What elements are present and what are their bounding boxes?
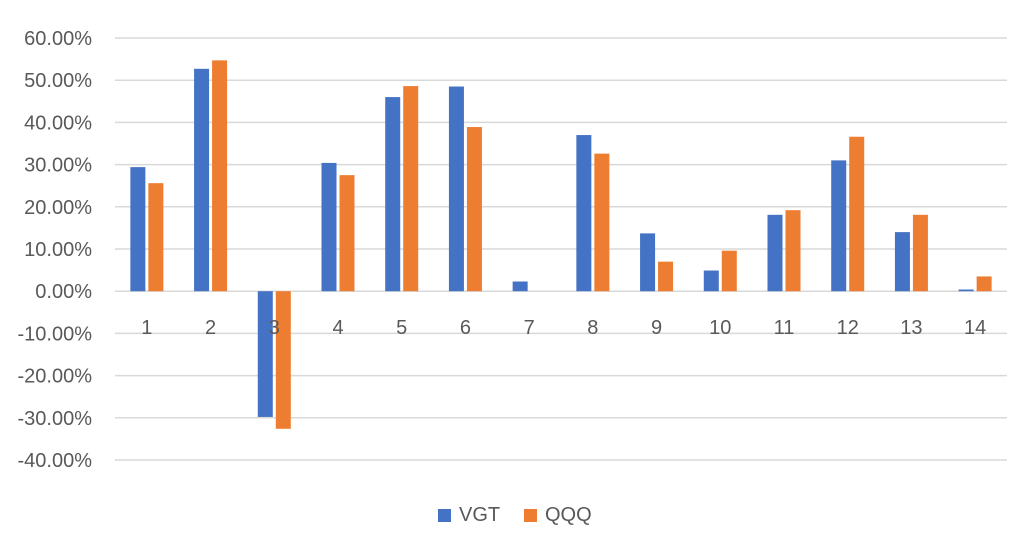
x-tick-label: 14 [964, 317, 986, 339]
bar-qqq-9 [658, 262, 673, 292]
x-tick-label: 5 [396, 317, 407, 339]
bar-qqq-6 [467, 127, 482, 291]
gridlines [115, 38, 1007, 460]
bar-qqq-2 [212, 60, 227, 291]
y-tick-label: 10.00% [24, 239, 92, 261]
bar-vgt-8 [576, 135, 591, 291]
bar-vgt-9 [640, 233, 655, 291]
x-tick-label: 12 [837, 317, 859, 339]
x-tick-label: 3 [269, 317, 280, 339]
bar-qqq-14 [977, 276, 992, 291]
x-tick-label: 4 [332, 317, 343, 339]
x-tick-label: 1 [141, 317, 152, 339]
bar-vgt-13 [895, 232, 910, 291]
y-tick-label: 0.00% [35, 281, 92, 303]
bar-qqq-12 [849, 137, 864, 291]
bar-vgt-14 [959, 290, 974, 292]
bar-qqq-13 [913, 215, 928, 291]
y-tick-label: 50.00% [24, 70, 92, 92]
bar-vgt-6 [449, 87, 464, 292]
bar-qqq-8 [594, 154, 609, 292]
y-tick-label: 30.00% [24, 155, 92, 177]
legend: VGT QQQ [438, 504, 592, 526]
legend-label-qqq: QQQ [545, 504, 592, 526]
legend-label-vgt: VGT [459, 504, 500, 526]
x-tick-label: 8 [587, 317, 598, 339]
bar-vgt-4 [322, 163, 337, 291]
x-tick-label: 6 [460, 317, 471, 339]
y-tick-label: -10.00% [18, 323, 93, 345]
y-tick-label: 60.00% [24, 28, 92, 50]
x-tick-label: 13 [900, 317, 922, 339]
y-tick-label: -30.00% [18, 408, 93, 430]
bar-qqq-10 [722, 251, 737, 292]
y-tick-label: 20.00% [24, 197, 92, 219]
bar-vgt-12 [831, 160, 846, 291]
y-tick-label: 40.00% [24, 112, 92, 134]
x-tick-label: 10 [709, 317, 731, 339]
bar-vgt-3 [258, 291, 273, 417]
bar-vgt-5 [385, 97, 400, 291]
legend-swatch-qqq [524, 509, 537, 522]
bar-vgt-7 [513, 281, 528, 291]
y-tick-label: -20.00% [18, 366, 93, 388]
y-tick-label: -40.00% [18, 450, 93, 472]
bars [130, 60, 991, 428]
y-axis-tick-labels: 60.00% 50.00% 40.00% 30.00% 20.00% 10.00% 0.00… [18, 28, 93, 472]
bar-vgt-10 [704, 271, 719, 292]
legend-swatch-vgt [438, 509, 451, 522]
bar-qqq-5 [403, 86, 418, 291]
bar-qqq-4 [340, 175, 355, 291]
x-tick-label: 7 [524, 317, 535, 339]
bar-qqq-1 [148, 183, 163, 291]
x-tick-label: 11 [774, 317, 795, 339]
bar-qqq-11 [786, 210, 801, 291]
x-tick-label: 2 [205, 317, 216, 339]
bar-vgt-1 [130, 167, 145, 291]
bar-vgt-11 [768, 215, 783, 291]
bar-qqq-3 [276, 291, 291, 429]
x-tick-label: 9 [651, 317, 662, 339]
bar-vgt-2 [194, 69, 209, 291]
